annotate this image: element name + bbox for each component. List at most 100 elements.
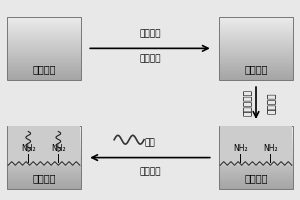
Bar xyxy=(219,156,293,158)
Bar xyxy=(7,162,81,164)
Bar xyxy=(219,28,293,29)
Text: 碳二亚胺: 碳二亚胺 xyxy=(139,168,161,177)
Bar xyxy=(7,180,81,181)
Bar xyxy=(7,164,81,166)
Bar xyxy=(219,139,293,140)
Bar xyxy=(219,44,293,45)
Bar xyxy=(219,140,293,142)
Bar xyxy=(7,126,81,189)
Bar xyxy=(219,143,293,145)
Bar xyxy=(7,74,81,75)
Bar xyxy=(7,64,81,66)
Bar xyxy=(219,146,293,148)
Bar xyxy=(7,139,81,140)
Bar xyxy=(7,69,81,71)
Bar xyxy=(7,25,81,26)
Bar xyxy=(7,23,81,25)
Bar xyxy=(7,28,81,29)
Bar xyxy=(7,66,81,67)
Bar xyxy=(219,67,293,69)
Bar xyxy=(219,56,293,58)
Bar xyxy=(7,20,81,21)
Bar xyxy=(7,21,81,23)
Bar xyxy=(7,67,81,69)
Bar xyxy=(7,181,81,183)
Bar xyxy=(7,37,81,39)
Bar xyxy=(219,31,293,32)
Bar xyxy=(219,181,293,183)
Bar xyxy=(7,185,81,186)
Text: 酚类分子: 酚类分子 xyxy=(139,29,161,38)
Bar xyxy=(7,140,81,142)
Bar xyxy=(7,79,81,80)
Bar xyxy=(219,127,293,129)
Bar xyxy=(219,26,293,28)
Bar xyxy=(219,75,293,77)
Bar xyxy=(219,162,293,164)
Bar xyxy=(7,75,81,77)
Bar xyxy=(7,172,81,173)
Bar xyxy=(7,151,81,153)
Text: 基底材料: 基底材料 xyxy=(32,64,56,74)
Bar xyxy=(7,58,81,59)
Bar xyxy=(219,21,293,23)
Bar xyxy=(219,74,293,75)
Text: NH₂: NH₂ xyxy=(21,144,35,153)
Bar xyxy=(219,135,293,137)
Bar xyxy=(219,53,293,55)
Bar xyxy=(7,169,81,170)
Bar xyxy=(219,40,293,42)
Bar xyxy=(219,185,293,186)
Bar xyxy=(219,69,293,71)
Bar xyxy=(219,173,293,175)
Bar xyxy=(7,166,81,167)
Bar xyxy=(219,132,293,134)
Bar xyxy=(219,77,293,79)
Bar xyxy=(219,36,293,37)
Bar xyxy=(7,170,81,172)
Bar xyxy=(219,151,293,153)
Bar xyxy=(219,126,293,189)
Bar xyxy=(219,23,293,25)
Bar xyxy=(219,25,293,26)
Bar xyxy=(219,177,293,178)
Bar xyxy=(7,34,81,36)
Bar xyxy=(7,161,81,162)
Bar xyxy=(7,159,81,161)
Bar xyxy=(219,131,293,132)
Bar xyxy=(219,29,293,31)
Bar xyxy=(219,137,293,139)
Bar xyxy=(219,161,293,162)
Bar xyxy=(7,135,81,137)
Bar xyxy=(7,29,81,31)
Bar xyxy=(7,134,81,135)
Bar xyxy=(7,175,81,177)
Bar xyxy=(7,42,81,44)
Bar xyxy=(7,18,81,20)
Text: 基底材料: 基底材料 xyxy=(32,173,56,183)
Bar xyxy=(219,164,293,166)
Bar xyxy=(219,50,293,52)
Bar xyxy=(7,48,81,50)
Bar xyxy=(219,71,293,72)
Bar xyxy=(7,53,81,55)
Bar xyxy=(219,186,293,188)
Bar xyxy=(219,66,293,67)
Text: 肝素: 肝素 xyxy=(145,139,155,148)
Bar xyxy=(219,39,293,40)
Bar xyxy=(219,20,293,21)
Bar xyxy=(219,183,293,185)
Bar xyxy=(219,59,293,61)
Bar xyxy=(7,148,81,150)
Bar xyxy=(7,154,81,156)
Bar xyxy=(7,183,81,185)
Bar xyxy=(7,143,81,145)
Bar xyxy=(219,148,293,150)
Text: 基底材料: 基底材料 xyxy=(244,173,268,183)
Bar xyxy=(219,129,293,131)
Bar xyxy=(7,17,81,80)
Bar xyxy=(219,180,293,181)
Bar xyxy=(219,172,293,173)
Bar xyxy=(7,31,81,32)
Bar xyxy=(219,142,293,143)
